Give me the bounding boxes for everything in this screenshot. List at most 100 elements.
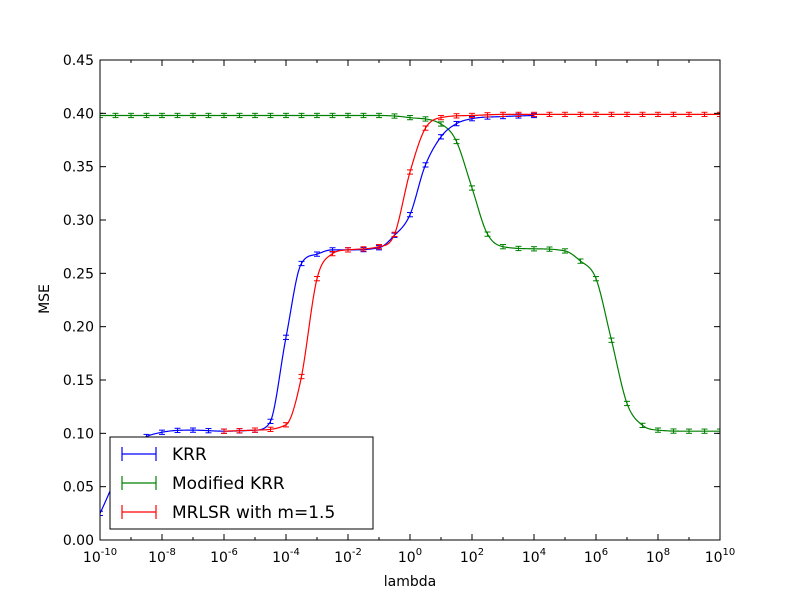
series-point-modified-krr	[190, 112, 196, 119]
x-tick-label: 106	[584, 547, 608, 566]
series-point-modified-krr	[345, 112, 351, 119]
series-point-modified-krr	[267, 112, 274, 119]
series-point-mrlsr-with-m-1-5	[298, 373, 305, 380]
series-point-krr	[453, 120, 460, 127]
series-point-mrlsr-with-m-1-5	[655, 111, 661, 118]
series-point-mrlsr-with-m-1-5	[469, 112, 475, 119]
series-point-modified-krr	[128, 112, 134, 119]
series-point-modified-krr	[546, 246, 553, 252]
x-tick-label: 100	[398, 547, 422, 566]
y-axis-label: MSE	[37, 284, 53, 314]
series-point-krr	[267, 418, 274, 424]
series-point-mrlsr-with-m-1-5	[422, 125, 429, 131]
y-tick-label: 0.40	[63, 106, 94, 122]
legend-label: KRR	[172, 445, 207, 465]
series-point-mrlsr-with-m-1-5	[670, 111, 677, 118]
series-point-mrlsr-with-m-1-5	[376, 244, 382, 250]
series-point-modified-krr	[236, 112, 243, 119]
series-point-mrlsr-with-m-1-5	[639, 111, 646, 118]
series-point-mrlsr-with-m-1-5	[283, 422, 289, 428]
series-point-modified-krr	[577, 258, 584, 264]
series-point-modified-krr	[329, 112, 336, 119]
series-point-modified-krr	[469, 185, 475, 191]
x-tick-label: 104	[522, 547, 546, 566]
series-point-mrlsr-with-m-1-5	[546, 111, 553, 118]
series-point-mrlsr-with-m-1-5	[624, 111, 630, 118]
series-point-mrlsr-with-m-1-5	[562, 111, 568, 118]
series-point-mrlsr-with-m-1-5	[360, 246, 367, 252]
series-point-mrlsr-with-m-1-5	[577, 111, 584, 118]
series-point-mrlsr-with-m-1-5	[686, 111, 692, 118]
series-point-mrlsr-with-m-1-5	[701, 111, 708, 118]
series-point-modified-krr	[670, 428, 677, 434]
series-point-krr	[283, 334, 289, 340]
series-point-modified-krr	[701, 428, 708, 434]
y-tick-label: 0.15	[63, 373, 94, 389]
series-point-krr	[100, 510, 103, 516]
series-point-krr	[422, 162, 429, 168]
y-tick-label: 0.00	[63, 533, 94, 549]
series-point-krr	[190, 427, 196, 433]
series-point-mrlsr-with-m-1-5	[500, 111, 506, 118]
series-point-mrlsr-with-m-1-5	[407, 169, 413, 175]
legend-entry-krr: KRR	[121, 445, 207, 465]
series-point-mrlsr-with-m-1-5	[391, 231, 398, 237]
series-point-krr	[298, 260, 305, 267]
series-point-modified-krr	[531, 246, 537, 252]
series-point-modified-krr	[608, 337, 615, 343]
y-tick-label: 0.20	[63, 320, 94, 336]
series-point-modified-krr	[205, 112, 212, 119]
series-point-modified-krr	[221, 112, 227, 119]
series-point-modified-krr	[112, 112, 119, 119]
x-tick-label: 108	[646, 547, 670, 566]
x-tick-label: 10-10	[83, 547, 117, 566]
series-point-krr	[174, 427, 181, 434]
series-point-modified-krr	[562, 248, 568, 254]
series-point-modified-krr	[174, 112, 181, 119]
x-tick-label: 10-8	[148, 547, 176, 566]
series-point-mrlsr-with-m-1-5	[515, 111, 522, 118]
y-tick-label: 0.25	[63, 266, 94, 282]
y-tick-label: 0.05	[63, 480, 94, 496]
series-point-mrlsr-with-m-1-5	[453, 113, 460, 119]
series-point-krr	[205, 428, 212, 434]
series-line-modified-krr	[100, 114, 720, 432]
series-point-modified-krr	[500, 244, 506, 250]
legend-entry-modified-krr: Modified KRR	[121, 474, 285, 494]
series-point-mrlsr-with-m-1-5	[593, 111, 599, 118]
series-point-mrlsr-with-m-1-5	[531, 111, 537, 118]
series-point-mrlsr-with-m-1-5	[267, 426, 274, 432]
series-point-modified-krr	[593, 276, 599, 282]
y-tick-label: 0.35	[63, 160, 94, 176]
series-point-modified-krr	[391, 113, 398, 119]
series-point-krr	[314, 251, 320, 257]
legend-label: Modified KRR	[172, 474, 285, 494]
series-point-krr	[159, 429, 165, 435]
legend-entry-mrlsr-with-m-1-5: MRLSR with m=1.5	[121, 503, 335, 523]
series-point-mrlsr-with-m-1-5	[608, 111, 615, 118]
series-point-modified-krr	[143, 112, 150, 119]
y-tick-label: 0.45	[63, 53, 94, 69]
series-point-mrlsr-with-m-1-5	[345, 247, 351, 253]
y-tick-label: 0.30	[63, 213, 94, 229]
series-point-modified-krr	[159, 112, 165, 119]
series-point-modified-krr	[298, 112, 305, 119]
series-point-krr	[407, 212, 413, 218]
series-point-mrlsr-with-m-1-5	[484, 112, 491, 118]
series-point-modified-krr	[422, 116, 429, 122]
series-point-modified-krr	[283, 112, 289, 119]
series-point-mrlsr-with-m-1-5	[717, 111, 720, 118]
x-tick-label: 10-2	[334, 547, 362, 566]
x-axis-label: lambda	[384, 574, 436, 590]
x-tick-label: 102	[460, 547, 484, 566]
legend: KRR Modified KRR MRLSR with m=1.5	[109, 436, 374, 530]
series-point-modified-krr	[453, 138, 460, 145]
axes: 10-10 10-8 10-6 10-4 10-2 100 102 104 106 108 1010…	[63, 53, 735, 566]
series-point-modified-krr	[484, 231, 491, 237]
series-point-modified-krr	[360, 112, 367, 119]
series-point-mrlsr-with-m-1-5	[252, 427, 258, 433]
x-tick-label: 1010	[705, 547, 736, 566]
series-point-modified-krr	[655, 427, 661, 433]
series-point-modified-krr	[515, 245, 522, 252]
